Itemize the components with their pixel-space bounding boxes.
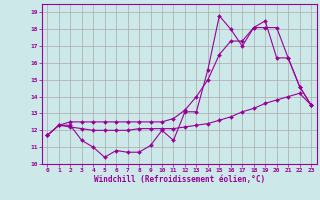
X-axis label: Windchill (Refroidissement éolien,°C): Windchill (Refroidissement éolien,°C): [94, 175, 265, 184]
